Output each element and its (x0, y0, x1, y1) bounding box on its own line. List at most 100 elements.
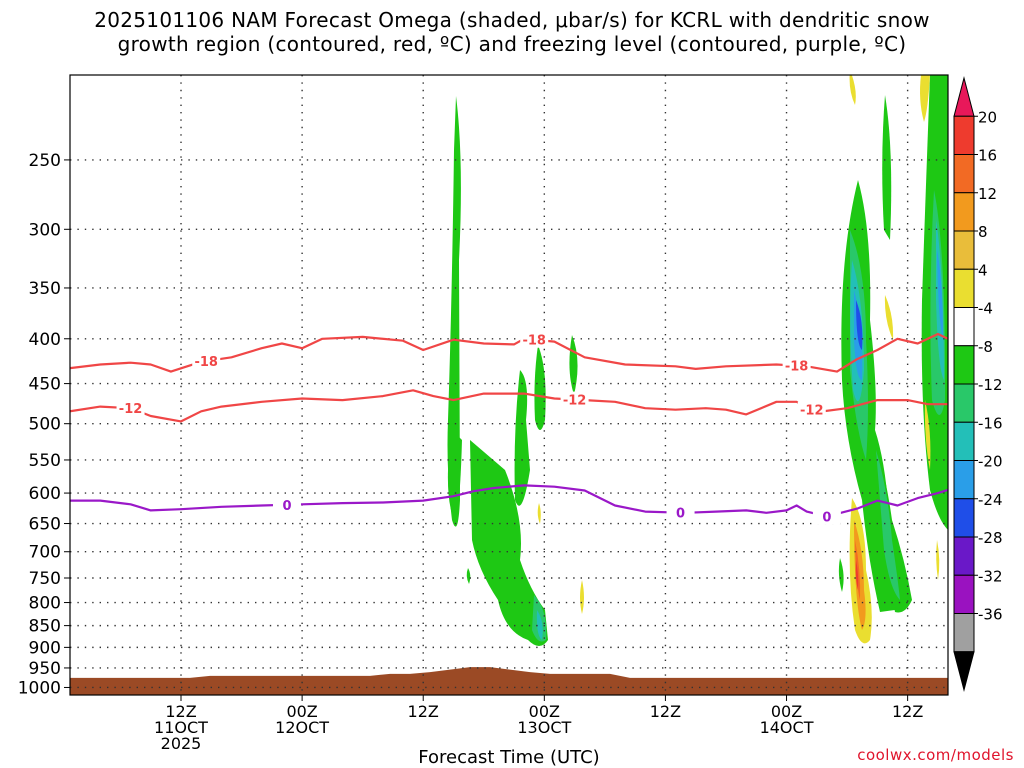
chart-title-line1: 2025101106 NAM Forecast Omega (shaded, μ… (94, 8, 930, 32)
omega-shading (447, 75, 948, 646)
x-tick-label: 00Z (529, 702, 560, 721)
colorbar-segment (953, 574, 975, 614)
colorbar-label: -36 (978, 606, 1003, 624)
colorbar-label: -16 (978, 414, 1003, 432)
y-tick-label: 850 (29, 617, 61, 637)
contour-label: -18 (522, 334, 546, 349)
x-tick-label: 12Z (165, 702, 196, 721)
omega-patch (580, 580, 584, 614)
colorbar: 20 16 12 8 4 -4 -8 -12 -16 -20 -24 -28 -32 -36 (953, 76, 1003, 692)
colorbar-label: -28 (978, 529, 1003, 547)
omega-plume (569, 335, 578, 395)
x-tick-label: 12Z (408, 702, 439, 721)
pressure-axis: 2503003504004505005506006507007508008509… (18, 151, 70, 698)
contour-label: -12 (800, 404, 824, 419)
contour-line-0 (70, 484, 948, 518)
contour-label-bg (272, 496, 301, 513)
y-tick-label: 950 (29, 659, 61, 679)
contour-label: 0 (822, 510, 831, 525)
temperature-contours: -18 -18 -18 -12 -12 -12 0 0 0 (70, 331, 948, 525)
y-tick-label: 400 (29, 330, 61, 350)
colorbar-label: -20 (978, 453, 1003, 471)
omega-plume (514, 370, 530, 506)
colorbar-segment (953, 268, 975, 308)
y-tick-label: 300 (29, 220, 61, 240)
omega-core (937, 250, 943, 340)
contour-label-bg (812, 508, 841, 525)
x-tick-label: 00Z (771, 702, 802, 721)
x-axis-label: Forecast Time (UTC) (418, 747, 599, 768)
y-tick-label: 750 (29, 569, 61, 589)
omega-plume (447, 430, 462, 522)
omega-plume (534, 345, 546, 430)
contour-label: 0 (282, 499, 291, 514)
colorbar-label: -24 (978, 491, 1003, 509)
omega-plume (882, 95, 892, 240)
x-tick-label: 12Z (892, 702, 923, 721)
colorbar-segment (953, 651, 975, 692)
colorbar-segment (953, 536, 975, 576)
colorbar-label: 12 (978, 185, 997, 203)
contour-label-bg (520, 331, 549, 348)
colorbar-segment (953, 383, 975, 423)
colorbar-segment (953, 421, 975, 461)
omega-patch (838, 558, 844, 592)
x-tick-label: 00Z (286, 702, 317, 721)
y-tick-label: 350 (29, 279, 61, 299)
y-tick-label: 700 (29, 543, 61, 563)
contour-label: -18 (785, 360, 809, 375)
terrain-surface-band (70, 667, 948, 695)
contour-label-bg (116, 400, 145, 417)
omega-updraft (855, 540, 861, 600)
colorbar-label: 4 (978, 261, 988, 279)
y-tick-label: 550 (29, 451, 61, 471)
contour-label-bg (192, 353, 221, 370)
colorbar-segment (953, 307, 975, 347)
omega-patch (884, 295, 894, 340)
colorbar-segment (953, 460, 975, 500)
y-tick-label: 650 (29, 515, 61, 535)
contour-label: -12 (119, 402, 143, 417)
omega-patch (936, 540, 940, 580)
colorbar-segment (953, 76, 975, 117)
x-tick-label: 13OCT (517, 718, 571, 737)
contour-label: 0 (676, 507, 685, 522)
y-tick-label: 900 (29, 638, 61, 658)
omega-core (856, 300, 863, 350)
colorbar-label: -12 (978, 376, 1003, 394)
credit-text: coolwx.com/models (857, 746, 1014, 764)
plot-frame (69, 74, 949, 696)
omega-patch (924, 400, 931, 470)
colorbar-label: -32 (978, 567, 1003, 585)
contour-label: -18 (194, 355, 218, 370)
contour-label-bg (560, 391, 589, 408)
y-tick-label: 500 (29, 415, 61, 435)
x-tick-label: 14OCT (760, 718, 814, 737)
y-tick-label: 250 (29, 151, 61, 171)
x-tick-label: 12OCT (275, 718, 329, 737)
colorbar-segment (953, 613, 975, 653)
omega-patch (537, 503, 541, 524)
omega-core (536, 610, 543, 640)
colorbar-label: -4 (978, 300, 993, 318)
omega-plume (447, 96, 461, 527)
omega-patch (849, 75, 856, 105)
contour-label-bg (782, 357, 811, 374)
colorbar-label: 8 (978, 223, 988, 241)
colorbar-segment (953, 230, 975, 270)
y-tick-label: 450 (29, 375, 61, 395)
x-tick-label: 2025 (161, 734, 202, 753)
x-tick-label: 11OCT (154, 718, 208, 737)
colorbar-label: 20 (978, 108, 997, 126)
omega-patch (466, 568, 471, 584)
colorbar-segment (953, 192, 975, 232)
x-tick-label: 12Z (650, 702, 681, 721)
terrain-surface (70, 667, 948, 695)
y-tick-label: 1000 (18, 678, 61, 698)
colorbar-segment (953, 154, 975, 194)
contour-label-bg (797, 401, 826, 418)
chart-title-line2: growth region (contoured, red, ºC) and f… (117, 32, 907, 56)
y-tick-label: 600 (29, 484, 61, 504)
colorbar-segment (953, 498, 975, 538)
contour-label: -12 (563, 394, 587, 409)
